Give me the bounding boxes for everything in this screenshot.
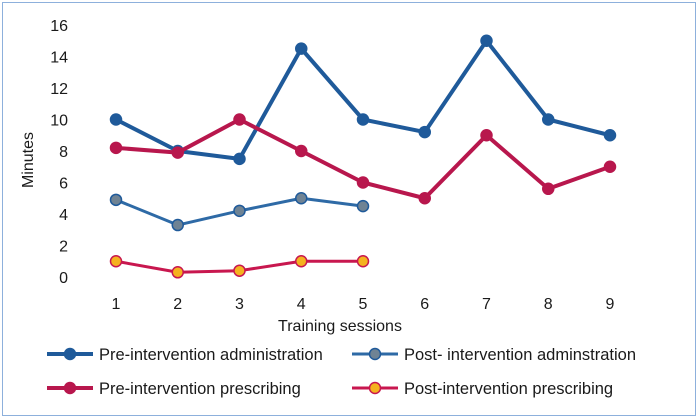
data-point (356, 255, 370, 268)
legend: Pre-intervention administration Post- int… (47, 346, 636, 398)
legend-label: Post- intervention adminstration (404, 346, 636, 364)
y-tick-label: 0 (59, 270, 68, 287)
data-point (295, 255, 308, 268)
y-axis: 0 2 4 6 8 10 12 14 16 (50, 18, 68, 287)
data-point (295, 42, 308, 55)
data-point (171, 218, 184, 232)
legend-marker (63, 381, 77, 395)
data-point (295, 192, 308, 205)
data-point (356, 176, 370, 189)
y-tick-label: 14 (50, 50, 68, 67)
legend-marker (368, 381, 382, 395)
data-point (603, 160, 617, 173)
data-point (603, 129, 617, 142)
y-tick-label: 2 (59, 239, 68, 256)
data-point (542, 113, 555, 126)
data-point (356, 199, 370, 213)
legend-label: Pre-intervention prescribing (99, 380, 301, 398)
x-tick-label: 5 (359, 296, 368, 313)
x-tick-label: 8 (544, 296, 553, 313)
data-point (171, 266, 184, 279)
x-axis-title: Training sessions (278, 318, 402, 335)
data-point (418, 192, 431, 205)
y-tick-label: 16 (50, 18, 68, 35)
data-point (418, 125, 431, 139)
x-tick-label: 1 (112, 296, 121, 313)
data-point (233, 113, 246, 126)
data-point (233, 264, 246, 277)
data-point (480, 34, 493, 47)
legend-label: Pre-intervention administration (99, 346, 323, 364)
x-tick-label: 7 (482, 296, 491, 313)
data-point (109, 193, 123, 207)
y-tick-label: 10 (50, 113, 68, 130)
y-axis-title: Minutes (20, 132, 37, 188)
data-point (109, 255, 123, 268)
legend-item: Post-intervention prescribing (352, 380, 613, 398)
x-tick-label: 6 (420, 296, 429, 313)
data-point (109, 113, 123, 126)
chart-frame (2, 2, 696, 416)
legend-item: Post- intervention adminstration (352, 346, 636, 364)
y-tick-label: 6 (59, 176, 68, 193)
legend-item: Pre-intervention prescribing (47, 380, 301, 398)
plot-area (109, 34, 617, 279)
x-tick-label: 9 (606, 296, 615, 313)
data-point (542, 182, 555, 196)
data-point (233, 152, 246, 166)
y-tick-label: 12 (50, 81, 68, 98)
x-tick-label: 2 (173, 296, 182, 313)
data-point (109, 141, 123, 155)
x-tick-label: 3 (235, 296, 244, 313)
legend-marker (63, 347, 77, 361)
x-tick-label: 4 (297, 296, 306, 313)
series-line-1 (114, 38, 612, 161)
data-point (233, 204, 246, 218)
y-tick-label: 4 (59, 207, 68, 224)
legend-label: Post-intervention prescribing (404, 380, 613, 398)
y-tick-label: 8 (59, 144, 68, 161)
legend-item: Pre-intervention administration (47, 346, 323, 364)
data-point (480, 129, 493, 142)
data-point (295, 144, 308, 158)
data-point (171, 146, 184, 159)
data-point (356, 113, 370, 126)
x-axis: 1 2 3 4 5 6 7 8 9 (112, 296, 615, 313)
legend-marker (368, 347, 382, 361)
